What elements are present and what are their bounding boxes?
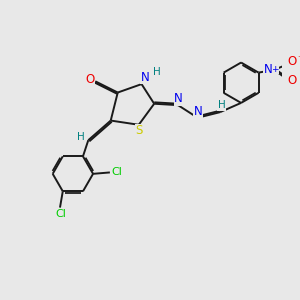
Text: H: H (76, 132, 84, 142)
Text: +: + (271, 65, 278, 74)
Text: N: N (141, 70, 149, 84)
Text: H: H (218, 100, 225, 110)
Text: O: O (85, 73, 95, 86)
Text: N: N (194, 105, 203, 118)
Text: S: S (136, 124, 143, 137)
Text: N: N (174, 92, 183, 106)
Text: Cl: Cl (55, 209, 66, 219)
Text: N: N (263, 63, 272, 76)
Text: H: H (153, 67, 161, 77)
Text: Cl: Cl (112, 167, 122, 177)
Text: O: O (288, 56, 297, 68)
Text: O: O (287, 74, 296, 87)
Text: ⁻: ⁻ (297, 54, 300, 64)
